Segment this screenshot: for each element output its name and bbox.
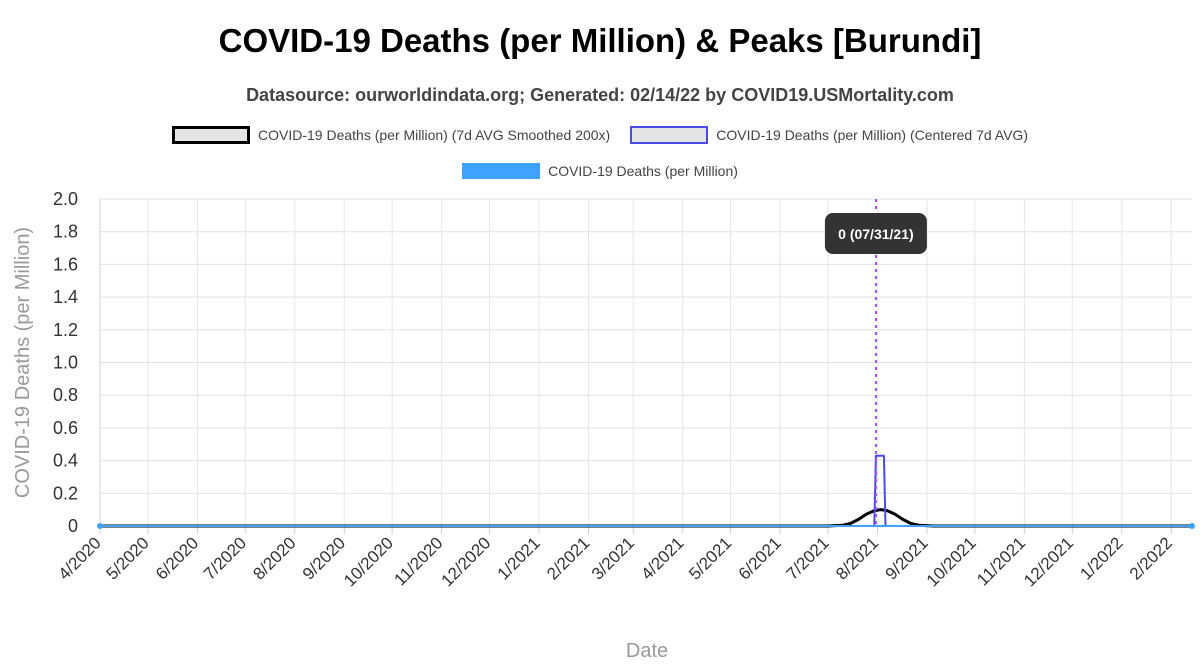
x-tick-label: 11/2021 — [973, 533, 1029, 589]
legend-item-smoothed[interactable]: COVID-19 Deaths (per Million) (7d AVG Sm… — [172, 126, 610, 144]
x-tick-label: 3/2021 — [588, 533, 638, 583]
x-tick-label: 8/2020 — [249, 533, 299, 583]
peak-tooltip — [824, 213, 927, 254]
x-tick-label: 6/2021 — [735, 533, 785, 583]
x-tick-label: 4/2020 — [55, 533, 105, 583]
legend-swatch-daily — [462, 163, 541, 179]
legend-label-smoothed: COVID-19 Deaths (per Million) (7d AVG Sm… — [258, 127, 611, 143]
daily-point — [97, 523, 103, 529]
x-tick-label: 1/2021 — [494, 533, 544, 583]
legend-row-1: COVID-19 Deaths (per Million) (7d AVG Sm… — [0, 126, 1200, 144]
legend-label-centered: COVID-19 Deaths (per Million) (Centered … — [716, 127, 1028, 143]
x-tick-label: 8/2021 — [832, 533, 882, 583]
y-tick-label: 2.0 — [53, 189, 78, 209]
y-axis-title: COVID-19 Deaths (per Million) — [12, 227, 34, 498]
legend-item-centered[interactable]: COVID-19 Deaths (per Million) (Centered … — [630, 126, 1028, 144]
x-tick-label: 10/2021 — [923, 533, 980, 590]
legend-item-daily[interactable]: COVID-19 Deaths (per Million) — [462, 163, 738, 179]
x-tick-label: 4/2021 — [637, 533, 687, 583]
x-tick-label: 11/2020 — [390, 533, 446, 589]
x-tick-label: 5/2020 — [103, 533, 153, 583]
chart-title: COVID-19 Deaths (per Million) & Peaks [B… — [218, 22, 982, 59]
x-tick-label: 10/2020 — [340, 533, 397, 590]
y-tick-label: 1.6 — [53, 254, 78, 274]
x-tick-label: 2/2021 — [543, 533, 593, 583]
daily-point — [1189, 523, 1195, 529]
y-tick-label: 1.4 — [53, 287, 78, 307]
y-tick-label: 0.4 — [53, 451, 78, 471]
series-line-smoothed — [100, 508, 1192, 528]
legend-swatch-centered — [630, 126, 709, 144]
x-tick-label: 6/2020 — [152, 533, 202, 583]
x-tick-label: 1/2022 — [1076, 533, 1126, 583]
x-tick-label: 7/2020 — [200, 533, 250, 583]
x-axis-title: Date — [626, 640, 668, 662]
x-tick-label: 2/2022 — [1126, 533, 1176, 583]
legend-label-daily: COVID-19 Deaths (per Million) — [548, 163, 738, 179]
x-tick-label: 12/2021 — [1020, 533, 1077, 590]
x-tick-label: 12/2020 — [437, 533, 494, 590]
y-tick-label: 0.8 — [53, 385, 78, 405]
x-tick-label: 5/2021 — [685, 533, 735, 583]
peak-tooltip-label: 0 (07/31/21) — [838, 226, 914, 242]
y-tick-label: 1.8 — [53, 222, 78, 242]
x-tick-label: 7/2021 — [783, 533, 833, 583]
legend-swatch-smoothed — [172, 126, 250, 144]
y-tick-label: 0.2 — [53, 483, 78, 503]
y-tick-label: 0 — [68, 516, 78, 536]
series-line-centered — [100, 454, 1192, 527]
y-tick-label: 0.6 — [53, 418, 78, 438]
chart-subtitle: Datasource: ourworldindata.org; Generate… — [246, 85, 954, 105]
y-tick-label: 1.0 — [53, 353, 78, 373]
y-tick-label: 1.2 — [53, 320, 78, 340]
legend-row-2: COVID-19 Deaths (per Million) — [0, 163, 1200, 179]
